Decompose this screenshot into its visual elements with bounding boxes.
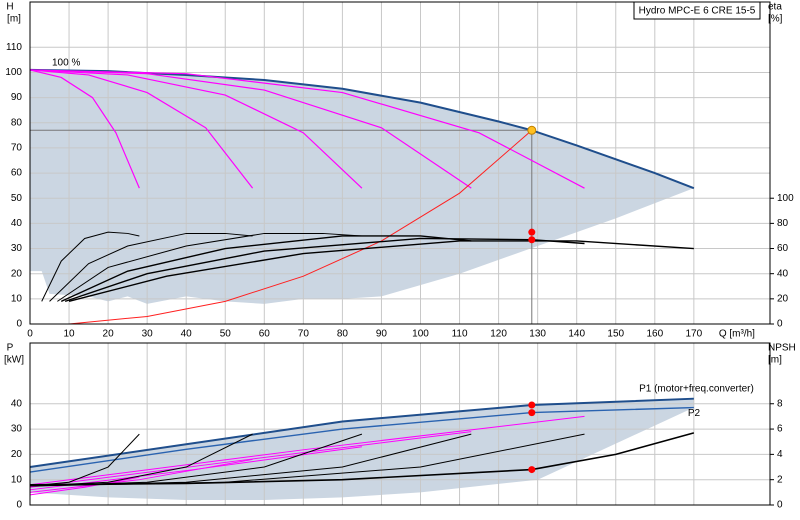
curve xyxy=(60,235,472,302)
y2-tick-label: 4 xyxy=(777,449,783,460)
curve xyxy=(29,432,695,486)
y-tick-label: 10 xyxy=(11,293,23,304)
curve xyxy=(29,431,472,488)
y-tick-label: 70 xyxy=(11,143,23,154)
y2-tick-label: 6 xyxy=(777,424,783,435)
x-tick-label: 150 xyxy=(607,329,624,340)
y-axis-unit: [kW] xyxy=(4,355,24,366)
curve xyxy=(29,476,140,496)
duty-point xyxy=(528,236,536,244)
operating-region xyxy=(30,398,694,500)
x-axis-label: Q [m³/h] xyxy=(719,329,755,340)
y2-tick-label: 2 xyxy=(777,474,783,485)
y2-tick-label: 100 xyxy=(777,193,794,204)
y-tick-label: 0 xyxy=(16,319,22,330)
y2-tick-label: 40 xyxy=(777,268,789,279)
x-tick-label: 80 xyxy=(337,329,349,340)
curve xyxy=(29,69,363,189)
x-tick-label: 160 xyxy=(646,329,663,340)
y-axis-unit: [m] xyxy=(7,14,21,25)
x-tick-label: 30 xyxy=(142,329,154,340)
x-tick-label: 10 xyxy=(63,329,75,340)
y-tick-label: 90 xyxy=(11,92,23,103)
curve xyxy=(29,69,254,189)
curve xyxy=(29,68,695,190)
y-tick-label: 10 xyxy=(11,474,23,485)
x-tick-label: 90 xyxy=(376,329,388,340)
x-tick-label: 40 xyxy=(181,329,193,340)
series-label: P1 (motor+freq.converter) xyxy=(639,383,754,394)
curve xyxy=(41,231,140,302)
y-tick-label: 40 xyxy=(11,218,23,229)
curve xyxy=(29,69,140,189)
duty-point xyxy=(528,409,536,417)
curve xyxy=(29,397,694,469)
y2-tick-label: 20 xyxy=(777,293,789,304)
x-tick-label: 50 xyxy=(220,329,232,340)
y2-tick-label: 0 xyxy=(777,500,783,511)
y-tick-label: 20 xyxy=(11,268,23,279)
curve xyxy=(29,458,253,493)
plot-frame xyxy=(29,1,771,325)
x-tick-label: 60 xyxy=(259,329,271,340)
y2-tick-label: 80 xyxy=(777,218,789,229)
curve xyxy=(49,232,253,302)
curve xyxy=(29,69,585,189)
x-tick-label: 130 xyxy=(529,329,546,340)
y2-tick-label: 0 xyxy=(777,319,783,330)
y-tick-label: 40 xyxy=(11,398,23,409)
y2-tick-label: 8 xyxy=(777,398,783,409)
y-axis-label: P xyxy=(7,343,14,354)
y2-tick-label: 60 xyxy=(777,243,789,254)
duty-point xyxy=(528,466,536,474)
y2-axis-label: eta xyxy=(768,2,782,13)
duty-point xyxy=(528,401,536,409)
y-tick-label: 60 xyxy=(11,168,23,179)
x-tick-label: 140 xyxy=(568,329,585,340)
title-box xyxy=(633,1,761,20)
x-tick-label: 170 xyxy=(686,329,703,340)
y2-axis-label: NPSH xyxy=(768,343,796,354)
y-tick-label: 0 xyxy=(16,500,22,511)
x-tick-label: 100 xyxy=(412,329,429,340)
x-tick-label: 110 xyxy=(452,329,468,340)
y-tick-label: 50 xyxy=(11,193,23,204)
curve xyxy=(29,69,472,189)
y-tick-label: 80 xyxy=(11,117,23,128)
curve xyxy=(69,129,533,325)
curve xyxy=(29,415,585,486)
operating-point xyxy=(527,125,537,135)
curve xyxy=(68,240,694,303)
y2-axis-unit: [m] xyxy=(768,355,782,366)
y-tick-label: 30 xyxy=(11,243,23,254)
curve xyxy=(57,232,362,302)
x-tick-label: 70 xyxy=(298,329,310,340)
y2-axis-unit: [%] xyxy=(768,14,783,25)
chart-title: Hydro MPC-E 6 CRE 15-5 xyxy=(639,6,756,17)
operating-region xyxy=(30,69,694,304)
annotation: 100 % xyxy=(52,58,80,69)
plot-frame xyxy=(29,342,771,506)
y-tick-label: 110 xyxy=(6,42,22,53)
duty-point xyxy=(528,228,536,236)
x-tick-label: 0 xyxy=(27,329,33,340)
y-tick-label: 30 xyxy=(11,424,23,435)
y-tick-label: 20 xyxy=(11,449,23,460)
x-tick-label: 20 xyxy=(103,329,115,340)
curve xyxy=(29,406,694,473)
y-tick-label: 100 xyxy=(5,67,22,78)
series-label: P2 xyxy=(688,408,701,419)
y-axis-label: H xyxy=(6,2,13,13)
x-tick-label: 120 xyxy=(490,329,507,340)
